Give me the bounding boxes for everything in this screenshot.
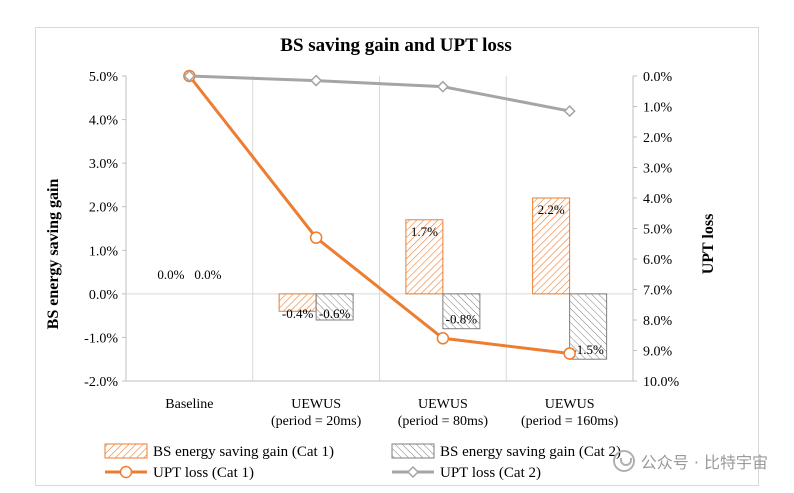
line-upt-loss-cat1 (188, 75, 570, 356)
bar-data-label-cat1: -0.4% (282, 306, 314, 321)
marker-circle-cat1 (563, 347, 576, 360)
legend-swatch-bar (104, 443, 148, 459)
chart-frame (35, 27, 759, 486)
bar-data-label-cat1: 1.7% (411, 224, 438, 239)
y-right-tick-label: 3.0% (643, 162, 673, 177)
legend-label: BS energy saving gain (Cat 1) (153, 444, 334, 460)
y-left-tick-label: -2.0% (84, 375, 118, 390)
y-right-tick-label: 4.0% (643, 192, 673, 207)
bar-cat2 (442, 293, 481, 330)
bar-cat2 (315, 293, 354, 321)
y-left-tick-label: 3.0% (89, 157, 119, 172)
marker-diamond-cat2 (436, 80, 449, 93)
x-tick-label: UEWUS (period = 20ms) (271, 397, 362, 429)
marker-circle-cat1 (436, 332, 450, 345)
y-right-tick-label: 7.0% (643, 284, 673, 299)
bar-cat1 (405, 219, 444, 295)
y-left-tick-label: 0.0% (89, 288, 119, 303)
legend-label: UPT loss (Cat 2) (440, 465, 541, 481)
marker-diamond-cat2 (183, 69, 196, 83)
x-tick-label: Baseline (165, 397, 213, 412)
legend-label: UPT loss (Cat 1) (153, 465, 254, 481)
y-left-tick-label: 5.0% (89, 70, 119, 85)
y-right-tick-label: 10.0% (643, 375, 680, 390)
bar-data-label-cat2: 0.0% (194, 267, 221, 282)
chart-title: BS saving gain and UPT loss (280, 35, 511, 56)
marker-circle-cat1 (309, 231, 323, 244)
bar-data-label-cat1: 0.0% (157, 267, 184, 282)
bar-cat1 (532, 197, 571, 295)
y-right-tick-label: 9.0% (643, 345, 673, 360)
y-right-tick-label: 0.0% (643, 70, 673, 85)
bar-data-label-cat2: -1.5% (572, 342, 604, 357)
y-right-tick-label: 6.0% (643, 253, 673, 268)
line-upt-loss-cat2 (189, 74, 570, 113)
x-tick-label: UEWUS (period = 160ms) (521, 397, 619, 429)
legend-marker-diamond (406, 465, 420, 479)
bar-data-label-cat2: -0.8% (446, 312, 478, 327)
marker-diamond-cat2 (563, 105, 576, 118)
y-left-tick-label: -1.0% (84, 331, 118, 346)
watermark: 公众号 · 比特宇宙 (612, 449, 768, 473)
legend-swatch-bar (391, 443, 435, 459)
x-tick-label: UEWUS (period = 80ms) (398, 397, 489, 429)
marker-diamond-cat2 (310, 74, 323, 87)
bar-cat2 (569, 293, 608, 360)
y-left-tick-label: 1.0% (89, 244, 119, 259)
y-right-tick-label: 5.0% (643, 223, 673, 238)
legend-label: BS energy saving gain (Cat 2) (440, 444, 621, 460)
y-left-tick-label: 4.0% (89, 114, 119, 129)
watermark-text: 公众号 · 比特宇宙 (640, 453, 768, 472)
legend-marker-circle (119, 465, 133, 479)
y-right-tick-label: 1.0% (643, 101, 673, 116)
bar-data-label-cat2: -0.6% (319, 306, 351, 321)
bar-data-label-cat1: 2.2% (538, 202, 565, 217)
y-axis-right-label: UPT loss (700, 214, 717, 275)
y-left-tick-label: 2.0% (89, 201, 119, 216)
wechat-icon (612, 450, 635, 472)
y-axis-left-label: BS energy saving gain (45, 179, 62, 330)
y-right-tick-label: 2.0% (643, 131, 673, 146)
y-right-tick-label: 8.0% (643, 314, 673, 329)
